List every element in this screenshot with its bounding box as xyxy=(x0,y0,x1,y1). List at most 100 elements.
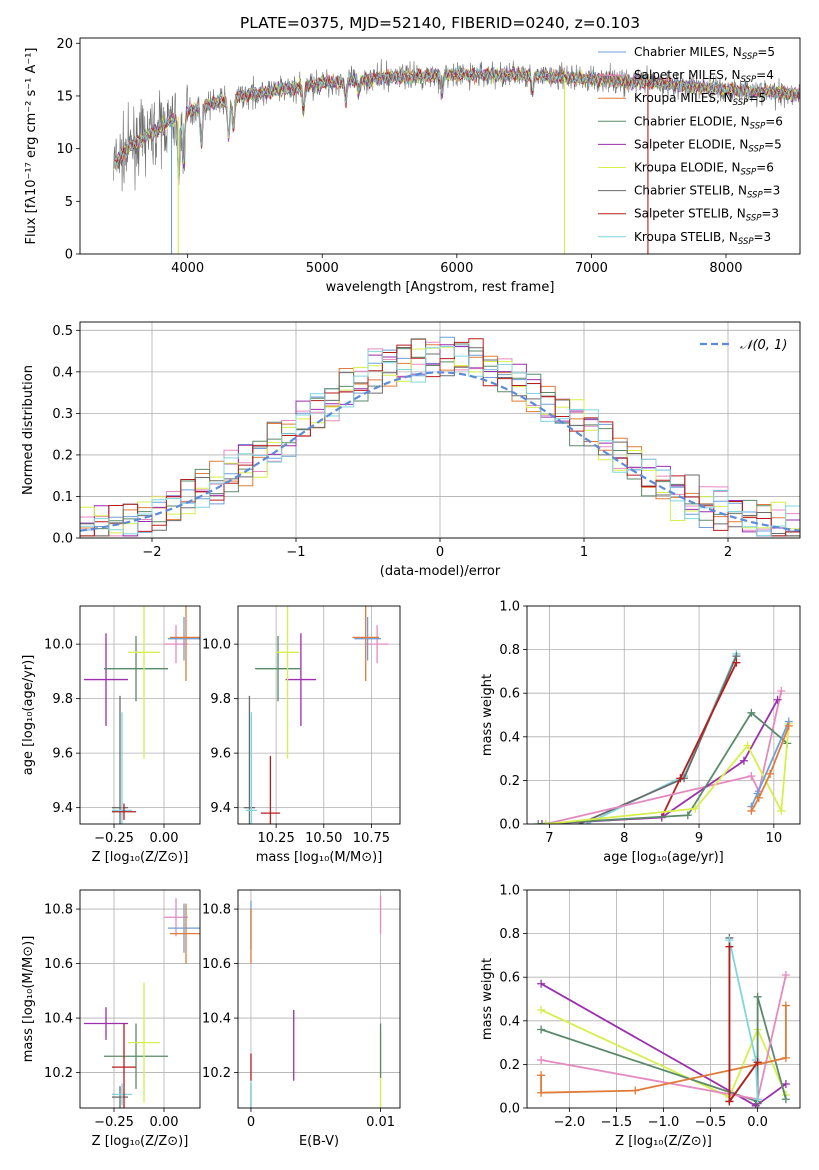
y-tick-label: 10.2 xyxy=(44,1066,73,1081)
y-tick-label: 0.0 xyxy=(499,818,520,833)
weight-marker-kroupa_miles xyxy=(784,721,793,730)
weight-line-chabrier_elodie xyxy=(540,996,787,1103)
weight-marker-kroupa_miles xyxy=(631,1086,640,1095)
legend-entry: Kroupa STELIB, NSSP=3 xyxy=(634,230,771,247)
y-tick-label: 0.4 xyxy=(499,730,520,745)
y-tick-label: 0.4 xyxy=(52,365,73,380)
weight-line-chabrier_elodie xyxy=(538,711,788,824)
y-tick-label: 10.0 xyxy=(44,638,73,653)
weight-marker-salpeter_stelib xyxy=(676,774,685,783)
x-tick-label: 10.50 xyxy=(305,831,342,846)
spectrum-frame xyxy=(79,37,801,255)
age-vs-Z-ylabel: age [log₁₀(age/yr)] xyxy=(21,655,36,776)
y-tick-label: 9.4 xyxy=(52,801,73,816)
y-tick-label: 0.0 xyxy=(499,1102,520,1117)
y-tick-label: 10.6 xyxy=(44,957,73,972)
x-tick-label: 0 xyxy=(247,1115,255,1130)
weight-marker-kroupa_elodie xyxy=(691,804,700,813)
x-tick-label: −1.0 xyxy=(648,1115,680,1130)
residuals-axes: −2 −1 0 1 2 0.0 0.1 0.2 0.3 0.4 0.5 (data-model)/er… xyxy=(21,322,800,579)
age-vs-mass-plot-area xyxy=(243,606,389,824)
age-vs-Z-plot-area xyxy=(84,606,200,824)
histogram-salpeter_stelib xyxy=(80,338,800,537)
weight-line-salpeter_miles xyxy=(545,690,783,824)
y-tick-label: 0 xyxy=(65,248,73,263)
weight-vs-age-axes: 7 8 9 10 0.0 0.2 0.4 0.6 0.8 1.0 age [log₁₀(age/yr… xyxy=(480,600,800,865)
y-tick-label: 10.6 xyxy=(202,957,231,972)
residuals-ylabel: Normed distribution xyxy=(21,365,36,495)
weight-marker-chabrier_elodie xyxy=(747,708,756,717)
weight-vs-age-plot-area xyxy=(534,649,793,824)
weight-marker-kroupa_miles xyxy=(766,769,775,778)
weight-marker-chabrier_elodie xyxy=(781,1095,790,1104)
figure-title: PLATE=0375, MJD=52140, FIBERID=0240, z=0… xyxy=(240,14,640,32)
weight-vs-Z-frame xyxy=(526,889,801,1109)
x-tick-label: 0.01 xyxy=(366,1115,395,1130)
legend-entry: Chabrier STELIB, NSSP=3 xyxy=(634,184,780,201)
y-tick-label: 0.1 xyxy=(52,490,73,505)
x-tick-label: 10.25 xyxy=(258,831,295,846)
mass-vs-ebv-frame xyxy=(237,889,401,1109)
weight-vs-Z-plot-area xyxy=(537,933,790,1108)
weight-vs-Z-xlabel: Z [log₁₀(Z/Z⊙)] xyxy=(615,1134,712,1149)
weight-marker-kroupa_elodie xyxy=(743,741,752,750)
legend-entry: Chabrier ELODIE, NSSP=6 xyxy=(634,114,783,131)
weight-marker-kroupa_elodie xyxy=(777,806,786,815)
x-tick-label: 4000 xyxy=(171,261,204,276)
y-tick-label: 0.8 xyxy=(499,643,520,658)
weight-marker-chabrier_elodie xyxy=(683,811,692,820)
weight-marker-chabrier_elodie xyxy=(534,820,543,824)
weight-marker-kroupa_miles xyxy=(754,793,763,802)
weight-marker-salpeter_elodie xyxy=(781,1080,790,1089)
weight-line-kroupa_miles xyxy=(750,725,790,812)
y-tick-label: 15 xyxy=(56,89,73,104)
weight-vs-age-frame xyxy=(526,605,801,825)
weight-marker-salpeter_stelib xyxy=(725,1097,734,1106)
y-tick-label: 0.5 xyxy=(52,324,73,339)
weight-line-kroupa_elodie xyxy=(540,1009,787,1099)
y-tick-label: 9.8 xyxy=(52,692,73,707)
legend-entry: Chabrier MILES, NSSP=5 xyxy=(634,45,775,62)
residuals-plot-area xyxy=(80,336,800,537)
x-tick-label: −1 xyxy=(286,545,305,560)
y-tick-label: 0.4 xyxy=(499,1014,520,1029)
weight-marker-salpeter_elodie xyxy=(773,695,782,704)
x-tick-label: 1 xyxy=(580,545,588,560)
legend-entry: Kroupa MILES, NSSP=5 xyxy=(634,91,766,108)
y-tick-label: 10.0 xyxy=(202,638,231,653)
x-tick-label: 7000 xyxy=(575,261,608,276)
legend-entry: Salpeter STELIB, NSSP=3 xyxy=(634,207,779,224)
y-tick-label: 0.2 xyxy=(52,448,73,463)
x-tick-label: 0.0 xyxy=(747,1115,768,1130)
y-tick-label: 10.4 xyxy=(202,1012,231,1027)
mass-vs-Z-xlabel: Z [log₁₀(Z/Z⊙)] xyxy=(92,1134,189,1149)
x-tick-label: 0.00 xyxy=(150,831,179,846)
x-tick-label: 10 xyxy=(766,831,783,846)
y-tick-label: 10.8 xyxy=(202,903,231,918)
weight-marker-kroupa_miles xyxy=(537,1088,546,1097)
weight-marker-chabrier_elodie xyxy=(753,992,762,1001)
weight-marker-salpeter_miles xyxy=(747,772,756,781)
y-tick-label: 0.0 xyxy=(52,532,73,547)
y-tick-label: 10.4 xyxy=(44,1012,73,1027)
mass-vs-ebv-xlabel: E(B-V) xyxy=(299,1134,339,1149)
age-vs-Z-axes: −0.25 0.00 9.4 9.6 9.8 10.0 Z [log₁₀(Z/Z⊙)] age… xyxy=(21,606,200,865)
spectrum-ylabel: Flux [fλ10⁻¹⁷ erg cm⁻² s⁻¹ A⁻¹] xyxy=(24,48,39,245)
mass-vs-Z-ylabel: mass [log₁₀(M/M⊙)] xyxy=(21,936,36,1063)
weight-marker-kroupa_miles xyxy=(537,1071,546,1080)
mass-vs-ebv-plot-area xyxy=(250,895,382,1108)
age-vs-mass-frame xyxy=(237,605,401,825)
weight-marker-kroupa_miles xyxy=(781,1001,790,1010)
x-tick-label: 7 xyxy=(545,831,553,846)
weight-marker-salpeter_elodie xyxy=(739,756,748,765)
y-tick-label: 0.3 xyxy=(52,407,73,422)
y-tick-label: 9.6 xyxy=(210,747,231,762)
x-tick-label: 2 xyxy=(724,545,732,560)
y-tick-label: 9.6 xyxy=(52,747,73,762)
gaussian-curve xyxy=(80,371,800,532)
y-tick-label: 0.8 xyxy=(499,927,520,942)
y-tick-label: 20 xyxy=(56,37,73,52)
spectrum-plot-area xyxy=(113,58,800,254)
x-tick-label: 10.75 xyxy=(353,831,390,846)
